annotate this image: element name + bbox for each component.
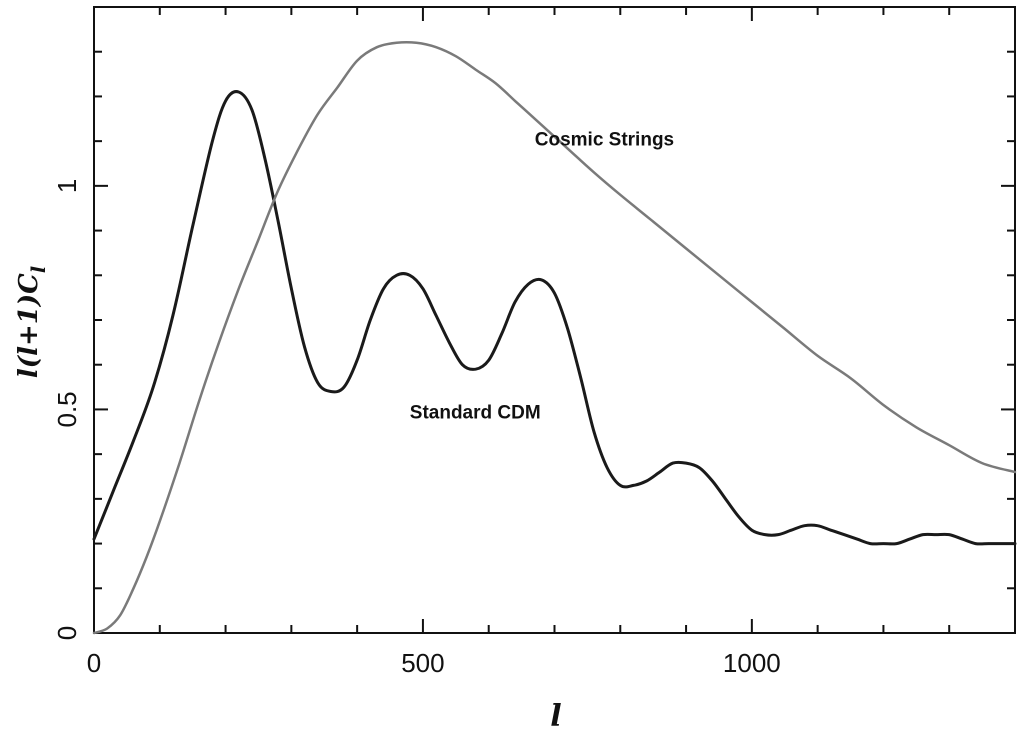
- y-tick-label: 0: [52, 626, 82, 640]
- y-tick-labels: 00.51: [52, 179, 82, 641]
- x-tick-label: 500: [401, 648, 444, 678]
- plot-frame: [93, 6, 1016, 634]
- series-lines: [92, 40, 1017, 635]
- annotation-label: Cosmic Strings: [535, 130, 674, 151]
- y-tick-label: 1: [52, 179, 82, 193]
- x-tick-labels: 0 500 1000: [87, 648, 781, 678]
- y-tick-label: 0.5: [52, 391, 82, 427]
- y-axis-title-group: l(l+1)Cl: [14, 266, 50, 378]
- x-tick-label: 1000: [723, 648, 781, 678]
- annotations: Cosmic Strings Standard CDM: [410, 130, 674, 424]
- y-axis-title: l(l+1)C: [14, 273, 44, 378]
- x-tick-label: 0: [87, 648, 101, 678]
- tick-marks: [93, 6, 1016, 634]
- y-axis-title-subscript: l: [28, 266, 50, 273]
- series-line-cosmic-strings: [92, 40, 1017, 635]
- series-line-standard-cdm: [92, 90, 1017, 546]
- x-axis-title: l: [550, 699, 561, 733]
- svg-text:l(l+1)Cl: l(l+1)Cl: [14, 266, 50, 378]
- annotation-label: Standard CDM: [410, 402, 541, 423]
